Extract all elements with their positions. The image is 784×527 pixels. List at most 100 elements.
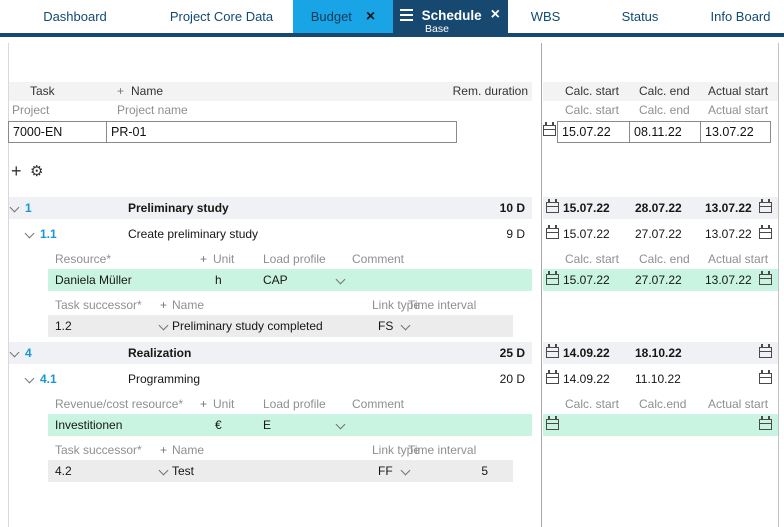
calendar-icon[interactable] [546,225,559,239]
successor-time-interval[interactable] [400,315,488,337]
tab-schedule-row: Schedule × [393,0,508,23]
task-actual-start[interactable]: 13.07.22 [705,227,752,241]
project-name-field[interactable]: PR-01 [111,125,147,139]
subheader-actual-start: Actual start [708,103,769,117]
successor-link-type[interactable]: FS [378,319,394,333]
task-calc-end[interactable]: 28.07.22 [635,201,682,215]
header-row-bg [9,82,532,101]
resource-row-bg [543,269,778,291]
task-wbs-code[interactable]: 4 [25,346,32,360]
task-rem-duration[interactable]: 10 D [499,201,525,215]
calendar-icon[interactable] [546,199,559,213]
project-dates-box: 15.07.22 08.11.22 13.07.22 [557,121,771,143]
insert-icon[interactable]: + [200,252,208,266]
panel-right-border [778,43,779,527]
calendar-icon[interactable] [759,271,772,285]
successor-name[interactable]: Test [172,464,195,478]
calendar-icon[interactable] [759,199,772,213]
resource-load-profile[interactable]: CAP [263,273,288,287]
insert-icon[interactable]: + [160,443,168,457]
resource-calc-end[interactable]: 27.07.22 [635,273,682,287]
successor-row-bg [48,460,513,482]
project-calc-end-field[interactable]: 08.11.22 [630,122,701,142]
project-input-box: 7000-EN PR-01 [8,121,457,143]
add-button[interactable]: + [11,161,22,181]
insert-icon[interactable]: + [200,397,208,411]
subheader-project: Project [12,103,50,117]
tab-project-core-data[interactable]: Project Core Data [150,0,293,33]
tab-label: WBS [530,9,561,24]
successor-time-interval[interactable]: 5 [481,464,488,478]
task-calc-start[interactable]: 15.07.22 [563,227,610,241]
calendar-icon[interactable] [759,225,772,239]
tab-subtitle: Base [425,23,449,35]
subheader-time-interval: Time interval [408,298,477,312]
tab-dashboard[interactable]: Dashboard [0,0,150,33]
task-actual-start[interactable]: 13.07.22 [705,201,752,215]
calendar-icon[interactable] [546,271,559,285]
calendar-icon[interactable] [759,344,772,358]
subheader-actual-start: Actual start [708,397,769,411]
calendar-icon[interactable] [546,416,559,430]
subheader-unit: Unit [213,397,235,411]
resource-calc-start[interactable]: 15.07.22 [563,273,610,287]
resource-actual-start[interactable]: 13.07.22 [705,273,752,287]
tab-wbs[interactable]: WBS [508,0,583,33]
subheader-resource: Resource* [55,252,112,266]
close-icon[interactable]: × [365,7,376,25]
subheader-calc-end: Calc. end [639,252,690,266]
successor-link-type[interactable]: FF [378,464,393,478]
successor-id[interactable]: 4.2 [55,464,72,478]
settings-gear-button[interactable]: ⚙ [30,163,44,180]
calendar-icon[interactable] [759,370,772,384]
task-calc-start[interactable]: 14.09.22 [563,346,610,360]
resource-load-profile[interactable]: E [263,418,272,432]
collapse-chevron-icon[interactable] [24,373,35,384]
tab-info-board[interactable]: Info Board [697,0,784,33]
insert-icon[interactable]: + [160,298,168,312]
resource-unit[interactable]: € [215,418,222,432]
calendar-icon[interactable] [546,370,559,384]
menu-icon[interactable] [400,9,413,11]
successor-name[interactable]: Preliminary study completed [172,319,323,333]
tab-bar: Dashboard Project Core Data Budget × Sch… [0,0,784,37]
calendar-icon[interactable] [543,122,556,136]
task-rem-duration[interactable]: 20 D [499,372,525,386]
successor-id[interactable]: 1.2 [55,319,72,333]
task-wbs-code[interactable]: 4.1 [40,372,57,386]
task-rem-duration[interactable]: 9 D [506,227,525,241]
task-wbs-code[interactable]: 1.1 [40,227,57,241]
task-name[interactable]: Programming [128,372,201,386]
task-name[interactable]: Realization [128,346,192,360]
subheader-link-type: Link type [372,443,421,457]
subheader-calc-start: Calc. start [565,103,620,117]
tab-budget[interactable]: Budget × [293,0,393,33]
tab-schedule[interactable]: Schedule × Base [393,0,508,37]
resource-unit[interactable]: h [215,273,222,287]
resource-name[interactable]: Daniela Müller [55,273,132,287]
close-icon[interactable]: × [490,6,500,23]
task-calc-start[interactable]: 14.09.22 [563,372,610,386]
task-calc-end[interactable]: 11.10.22 [635,372,681,386]
project-id-field[interactable]: 7000-EN [9,122,107,142]
calendar-icon[interactable] [546,344,559,358]
task-rem-duration[interactable]: 25 D [499,346,525,360]
col-header-actual-start: Actual start [708,84,769,98]
task-wbs-code[interactable]: 1 [25,201,32,215]
task-calc-end[interactable]: 27.07.22 [635,227,682,241]
subheader-calc-start: Calc. start [565,252,620,266]
task-calc-end[interactable]: 18.10.22 [635,346,682,360]
resource-name[interactable]: Investitionen [55,418,123,432]
project-calc-start-field[interactable]: 15.07.22 [558,122,630,142]
collapse-chevron-icon[interactable] [24,228,35,239]
tab-status[interactable]: Status [583,0,697,33]
insert-icon[interactable]: + [117,84,125,98]
subheader-time-interval: Time interval [408,443,477,457]
task-name[interactable]: Create preliminary study [128,227,259,241]
col-header-rem-duration: Rem. duration [452,84,528,98]
project-actual-start-field[interactable]: 13.07.22 [705,125,754,139]
task-name[interactable]: Preliminary study [128,201,229,215]
calendar-icon[interactable] [759,416,772,430]
panel-divider [541,43,542,527]
task-calc-start[interactable]: 15.07.22 [563,201,610,215]
